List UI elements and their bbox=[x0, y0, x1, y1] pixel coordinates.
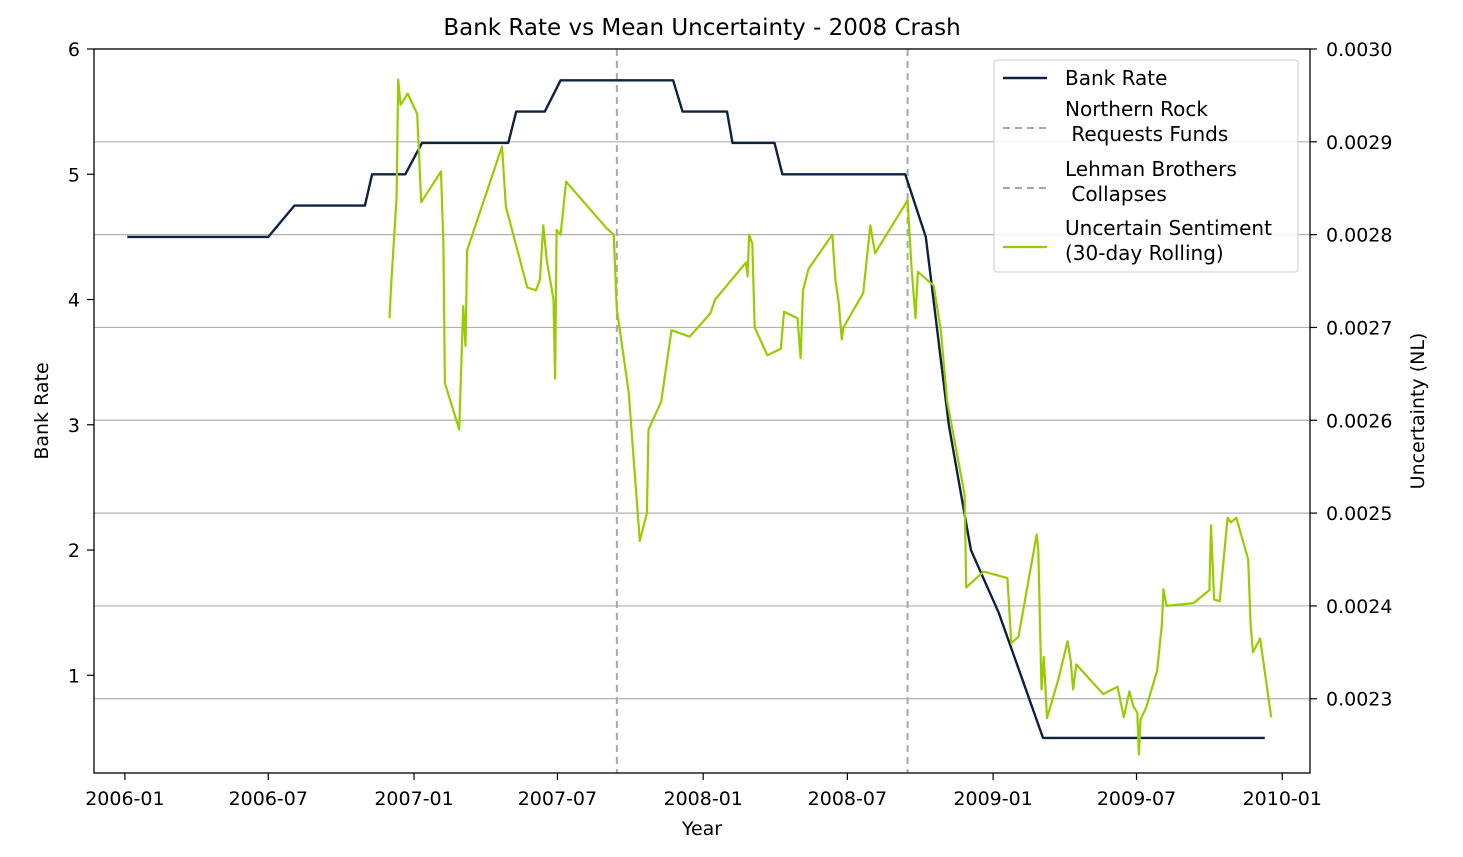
y-right-tick-label: 0.0024 bbox=[1326, 596, 1392, 618]
y-right-tick-label: 0.0030 bbox=[1326, 39, 1392, 61]
legend-label: Collapses bbox=[1065, 182, 1167, 206]
x-tick-label: 2009-07 bbox=[1097, 788, 1176, 810]
legend: Bank Rate Northern Rock Requests Funds Leh… bbox=[993, 59, 1299, 273]
series-layer bbox=[127, 78, 1273, 756]
x-tick-label: 2008-01 bbox=[663, 788, 742, 810]
x-tick-label: 2006-07 bbox=[229, 788, 308, 810]
legend-label: Northern Rock bbox=[1065, 97, 1208, 121]
legend-label: Requests Funds bbox=[1065, 122, 1228, 146]
uncertainty-line bbox=[388, 78, 1273, 756]
x-tick-label: 2006-01 bbox=[85, 788, 164, 810]
y-left-axis-ticks: 1 2 3 4 5 6 bbox=[68, 39, 94, 687]
y-left-tick-label: 4 bbox=[68, 290, 80, 312]
event-lines bbox=[615, 49, 909, 773]
y-right-tick-label: 0.0026 bbox=[1326, 410, 1392, 432]
y-right-tick-label: 0.0027 bbox=[1326, 317, 1392, 339]
y-left-tick-label: 2 bbox=[68, 540, 80, 562]
y-left-axis-title: Bank Rate bbox=[31, 362, 53, 459]
legend-label: (30-day Rolling) bbox=[1065, 241, 1224, 265]
y-right-axis-ticks: 0.0023 0.0024 0.0025 0.0026 0.0027 0.0028 0.00… bbox=[1310, 39, 1392, 711]
plot-frame bbox=[93, 48, 1311, 774]
y-right-axis-title: Uncertainty (NL) bbox=[1407, 333, 1429, 490]
x-tick-label: 2009-01 bbox=[953, 788, 1032, 810]
y-left-tick-label: 1 bbox=[68, 665, 80, 687]
y-right-tick-label: 0.0023 bbox=[1326, 689, 1392, 711]
x-tick-label: 2007-01 bbox=[374, 788, 453, 810]
bank-rate-line bbox=[127, 79, 1265, 740]
grid-lines bbox=[94, 48, 1310, 700]
y-left-tick-label: 5 bbox=[68, 164, 80, 186]
legend-box bbox=[993, 59, 1299, 273]
x-tick-label: 2008-07 bbox=[808, 788, 887, 810]
y-right-tick-label: 0.0025 bbox=[1326, 503, 1392, 525]
x-axis-title: Year bbox=[681, 818, 722, 840]
legend-label: Uncertain Sentiment bbox=[1065, 216, 1272, 240]
y-left-tick-label: 3 bbox=[68, 415, 80, 437]
x-axis-ticks: 2006-01 2006-07 2007-01 2007-07 2008-01 2008-… bbox=[85, 773, 1322, 810]
y-right-tick-label: 0.0029 bbox=[1326, 132, 1392, 154]
y-left-tick-label: 6 bbox=[68, 39, 80, 61]
x-tick-label: 2010-01 bbox=[1243, 788, 1322, 810]
y-right-tick-label: 0.0028 bbox=[1326, 225, 1392, 247]
x-tick-label: 2007-07 bbox=[518, 788, 597, 810]
legend-label: Lehman Brothers bbox=[1065, 157, 1237, 181]
chart-title: Bank Rate vs Mean Uncertainty - 2008 Cra… bbox=[443, 15, 960, 41]
legend-label: Bank Rate bbox=[1065, 66, 1167, 90]
